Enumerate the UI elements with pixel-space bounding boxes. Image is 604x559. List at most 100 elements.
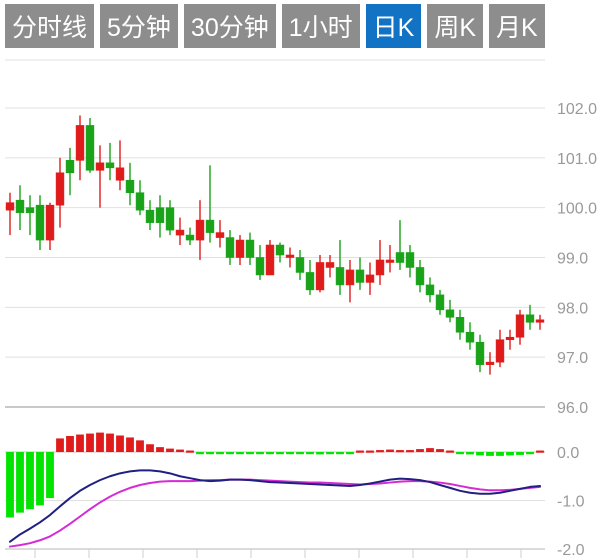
macd-bar xyxy=(306,452,314,455)
macd-axis-label: -1.0 xyxy=(557,494,585,511)
macd-bar xyxy=(506,452,514,456)
tab-daily-k[interactable]: 日K xyxy=(365,4,422,48)
macd-bar xyxy=(36,452,44,506)
tab-30min[interactable]: 30分钟 xyxy=(183,4,276,48)
candle-body xyxy=(255,257,265,276)
macd-bar xyxy=(106,433,114,452)
macd-bar xyxy=(56,438,64,452)
candle-body xyxy=(175,229,185,236)
candle-body xyxy=(455,316,465,333)
candle-body xyxy=(65,160,75,174)
candle-body xyxy=(265,244,275,276)
tab-monthly-k[interactable]: 月K xyxy=(489,4,545,48)
candle-body xyxy=(105,162,115,169)
price-axis-label: 102.0 xyxy=(557,101,597,118)
macd-bar xyxy=(286,452,294,455)
candle-body xyxy=(425,284,435,296)
candle-body xyxy=(155,207,165,223)
price-axis-label: 97.0 xyxy=(557,350,588,367)
macd-bar xyxy=(446,450,454,453)
candle-body xyxy=(75,125,85,161)
tab-1hour[interactable]: 1小时 xyxy=(281,4,360,48)
macd-bar xyxy=(326,452,334,455)
candle-body xyxy=(495,339,505,363)
macd-bar xyxy=(26,452,34,510)
candle-body xyxy=(195,219,205,241)
candle-body xyxy=(515,314,525,338)
candle-body xyxy=(185,234,195,241)
macd-axis-label: -2.0 xyxy=(557,542,585,559)
candle-body xyxy=(45,204,55,241)
macd-bar xyxy=(136,440,144,452)
candle-body xyxy=(525,314,535,323)
candle-body xyxy=(415,267,425,286)
macd-bar xyxy=(166,448,174,452)
candle-body xyxy=(475,341,485,365)
candle-body xyxy=(125,179,135,194)
macd-bar xyxy=(66,435,74,452)
macd-bar xyxy=(216,452,224,455)
macd-bar xyxy=(116,435,124,452)
macd-bar xyxy=(396,450,404,453)
macd-bar xyxy=(6,452,14,518)
candle-body xyxy=(325,262,335,268)
macd-bar xyxy=(386,449,394,452)
macd-bar xyxy=(276,452,284,455)
candle-body xyxy=(305,272,315,291)
candle-body xyxy=(485,361,495,365)
candle-body xyxy=(275,244,285,256)
macd-bar xyxy=(496,452,504,456)
macd-bar xyxy=(486,452,494,456)
price-axis-label: 101.0 xyxy=(557,151,597,168)
macd-bar xyxy=(76,434,84,452)
macd-bar xyxy=(526,452,534,455)
price-axis-label: 98.0 xyxy=(557,300,588,317)
candle-body xyxy=(85,125,95,171)
candle-body xyxy=(145,209,155,223)
macd-bar xyxy=(226,452,234,455)
candle-body xyxy=(215,232,225,238)
candle-body xyxy=(405,252,415,268)
candle-body xyxy=(315,262,325,291)
candle-body xyxy=(115,167,125,181)
candle-body xyxy=(395,252,405,263)
candle-body xyxy=(135,192,145,211)
candle-body xyxy=(55,172,65,206)
macd-bar xyxy=(236,452,244,455)
candle-body xyxy=(235,239,245,258)
candle-series xyxy=(5,115,545,375)
price-axis-label: 99.0 xyxy=(557,251,588,268)
timeframe-tab-bar: 分时线 5分钟 30分钟 1小时 日K 周K 月K xyxy=(0,0,604,52)
candle-body xyxy=(5,202,15,211)
macd-axis-label: 0.0 xyxy=(557,445,579,462)
tab-timeline[interactable]: 分时线 xyxy=(5,4,95,48)
candle-body xyxy=(365,274,375,283)
macd-dea-line xyxy=(9,478,541,548)
macd-bar xyxy=(456,452,464,455)
candle-body xyxy=(505,336,515,341)
candle-body xyxy=(15,199,25,213)
macd-bar xyxy=(476,452,484,456)
macd-bar xyxy=(536,450,544,453)
macd-bar xyxy=(356,450,364,453)
macd-bar xyxy=(156,447,164,452)
macd-bar xyxy=(436,449,444,452)
candle-body xyxy=(295,257,305,273)
candle-body xyxy=(285,254,295,258)
candle-body xyxy=(35,204,45,241)
macd-bar xyxy=(46,452,54,499)
tab-weekly-k[interactable]: 周K xyxy=(427,4,484,48)
macd-bar xyxy=(126,437,134,452)
macd-bar xyxy=(406,450,414,453)
candle-body xyxy=(95,162,105,171)
macd-bar xyxy=(336,452,344,455)
candle-body xyxy=(385,259,395,263)
macd-bar xyxy=(176,449,184,452)
candle-body xyxy=(375,259,385,276)
candle-body xyxy=(445,309,455,318)
candle-body xyxy=(165,207,175,231)
macd-bar xyxy=(426,448,434,452)
macd-bar xyxy=(516,452,524,455)
tab-5min[interactable]: 5分钟 xyxy=(100,4,178,48)
macd-dif-line xyxy=(9,469,541,543)
